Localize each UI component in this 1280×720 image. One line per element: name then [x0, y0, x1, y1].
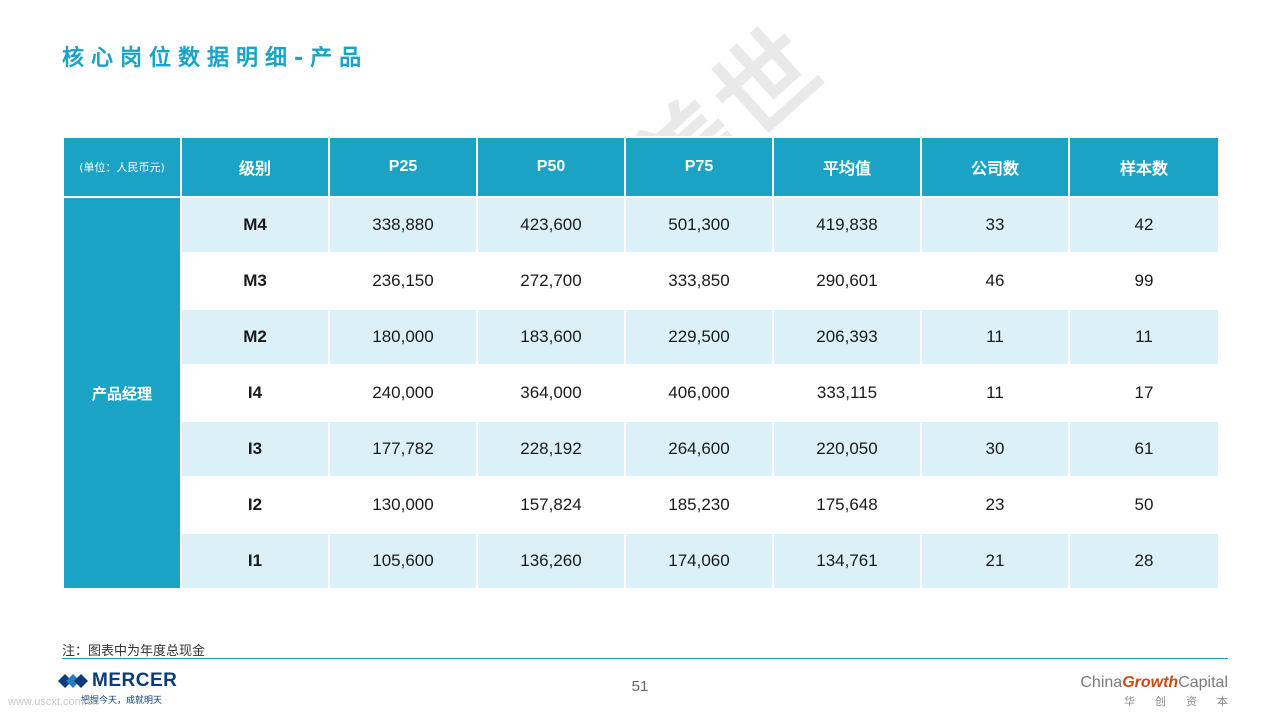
cell-p25: 338,880	[328, 196, 478, 254]
mercer-slogan: 把握今天，成就明天	[81, 696, 163, 706]
cell-p50: 157,824	[476, 476, 626, 534]
chinagrowthcapital-logo: ChinaGrowthCapital 华创资本	[1080, 674, 1228, 709]
cell-average: 333,115	[772, 364, 922, 422]
footer-divider	[62, 658, 1228, 659]
header-p25: P25	[328, 136, 478, 198]
cell-average: 220,050	[772, 420, 922, 478]
cell-average: 175,648	[772, 476, 922, 534]
header-unit: (单位：人民币元)	[62, 136, 182, 198]
cell-average: 134,761	[772, 532, 922, 590]
header-p50: P50	[476, 136, 626, 198]
cell-sample-count: 11	[1068, 308, 1220, 366]
page-title: 核心岗位数据明细-产品	[62, 46, 369, 71]
table-row: M2 180,000 183,600 229,500 206,393 11 11	[63, 308, 1220, 366]
header-level: 级别	[180, 136, 330, 198]
header-sample-count: 样本数	[1068, 136, 1220, 198]
table-row: I4 240,000 364,000 406,000 333,115 11 17	[63, 364, 1220, 422]
cell-level: I4	[180, 364, 330, 422]
cell-company-count: 23	[920, 476, 1070, 534]
cell-level: I2	[180, 476, 330, 534]
table-row: I1 105,600 136,260 174,060 134,761 21 28	[63, 532, 1220, 590]
cell-average: 290,601	[772, 252, 922, 310]
table-row: M3 236,150 272,700 333,850 290,601 46 99	[63, 252, 1220, 310]
cell-p25: 177,782	[328, 420, 478, 478]
group-label: 产品经理	[62, 196, 182, 590]
cell-p25: 180,000	[328, 308, 478, 366]
cgc-growth: Growth	[1122, 674, 1179, 691]
cell-p75: 333,850	[624, 252, 774, 310]
cell-level: M3	[180, 252, 330, 310]
cell-company-count: 11	[920, 364, 1070, 422]
header-company-count: 公司数	[920, 136, 1070, 198]
cgc-suffix: Capital	[1178, 674, 1228, 691]
cell-company-count: 11	[920, 308, 1070, 366]
cell-company-count: 46	[920, 252, 1070, 310]
cell-p75: 229,500	[624, 308, 774, 366]
mercer-logo: MERCER 把握今天，成就明天	[58, 670, 177, 706]
table-row: I3 177,782 228,192 264,600 220,050 30 61	[63, 420, 1220, 478]
table-header-row: (单位：人民币元) 级别 P25 P50 P75 平均值 公司数 样本数	[62, 136, 1220, 198]
salary-table: (单位：人民币元) 级别 P25 P50 P75 平均值 公司数 样本数 产品经…	[62, 136, 1220, 590]
cell-level: I1	[180, 532, 330, 590]
mercer-emblem-icon	[58, 674, 88, 688]
cell-p50: 272,700	[476, 252, 626, 310]
cgc-wordmark: ChinaGrowthCapital	[1080, 674, 1228, 692]
cell-p50: 364,000	[476, 364, 626, 422]
cgc-prefix: China	[1080, 674, 1123, 691]
cell-company-count: 21	[920, 532, 1070, 590]
cell-sample-count: 42	[1068, 196, 1220, 254]
source-url: www.uscxt.com.cn	[8, 696, 99, 708]
mercer-name: MERCER	[92, 670, 178, 691]
cell-p25: 240,000	[328, 364, 478, 422]
cell-average: 206,393	[772, 308, 922, 366]
cell-sample-count: 28	[1068, 532, 1220, 590]
cell-p50: 136,260	[476, 532, 626, 590]
header-average: 平均值	[772, 136, 922, 198]
cell-level: I3	[180, 420, 330, 478]
cell-sample-count: 99	[1068, 252, 1220, 310]
cell-p25: 105,600	[328, 532, 478, 590]
cell-p50: 183,600	[476, 308, 626, 366]
table-row: 产品经理 M4 338,880 423,600 501,300 419,838 …	[62, 196, 1220, 590]
footnote: 注：图表中为年度总现金	[62, 644, 206, 659]
cell-p50: 228,192	[476, 420, 626, 478]
cell-p25: 236,150	[328, 252, 478, 310]
cell-company-count: 33	[920, 196, 1070, 254]
cell-p75: 501,300	[624, 196, 774, 254]
cell-p50: 423,600	[476, 196, 626, 254]
cell-p75: 406,000	[624, 364, 774, 422]
cell-sample-count: 50	[1068, 476, 1220, 534]
page-number: 51	[631, 678, 649, 695]
cell-average: 419,838	[772, 196, 922, 254]
cell-p75: 185,230	[624, 476, 774, 534]
cell-sample-count: 61	[1068, 420, 1220, 478]
cell-p25: 130,000	[328, 476, 478, 534]
cell-level: M2	[180, 308, 330, 366]
header-p75: P75	[624, 136, 774, 198]
cell-p75: 174,060	[624, 532, 774, 590]
table-row: I2 130,000 157,824 185,230 175,648 23 50	[63, 476, 1220, 534]
cell-sample-count: 17	[1068, 364, 1220, 422]
cgc-chinese-name: 华创资本	[1124, 695, 1248, 708]
cell-level: M4	[180, 196, 330, 254]
cell-company-count: 30	[920, 420, 1070, 478]
cell-p75: 264,600	[624, 420, 774, 478]
